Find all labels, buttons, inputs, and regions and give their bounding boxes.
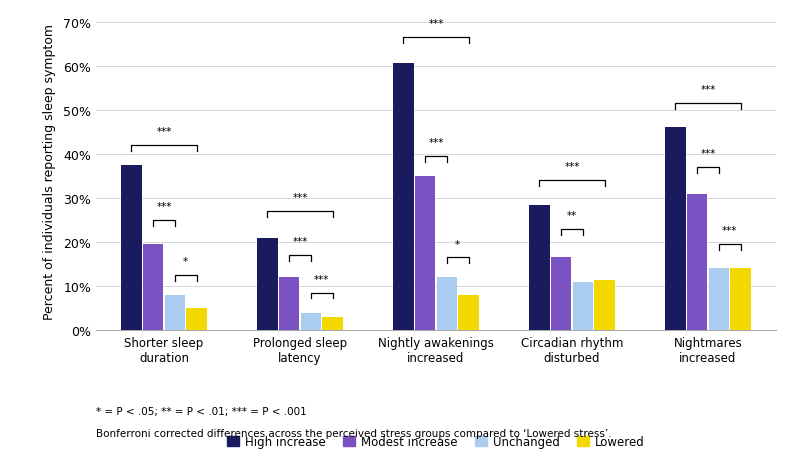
Bar — [730, 269, 751, 330]
Text: ***: *** — [700, 85, 716, 95]
Bar — [143, 245, 163, 330]
Bar — [165, 295, 185, 330]
Text: ***: *** — [292, 237, 308, 247]
Text: ***: *** — [428, 138, 444, 148]
Text: * = P < .05; ** = P < .01; *** = P < .001: * = P < .05; ** = P < .01; *** = P < .00… — [96, 406, 306, 416]
Bar — [551, 258, 571, 330]
Bar — [279, 278, 299, 330]
Bar — [529, 205, 550, 330]
Text: **: ** — [567, 211, 577, 220]
Bar — [665, 128, 686, 330]
Text: ***: *** — [700, 149, 716, 159]
Text: ***: *** — [428, 19, 444, 29]
Bar — [415, 177, 435, 330]
Bar — [458, 295, 479, 330]
Bar — [257, 238, 278, 330]
Text: ***: *** — [314, 274, 330, 284]
Text: ***: *** — [292, 193, 308, 203]
Bar — [573, 282, 593, 330]
Text: ***: *** — [156, 127, 172, 137]
Bar — [121, 166, 142, 330]
Bar — [709, 269, 729, 330]
Bar — [301, 313, 321, 330]
Y-axis label: Percent of individuals reporting sleep symptom: Percent of individuals reporting sleep s… — [43, 24, 56, 320]
Bar — [186, 308, 207, 330]
Bar — [687, 194, 707, 330]
Text: ***: *** — [564, 162, 580, 172]
Text: *: * — [183, 257, 188, 267]
Bar — [594, 280, 615, 330]
Bar — [393, 64, 414, 330]
Bar — [322, 317, 343, 330]
Text: *: * — [455, 239, 460, 249]
Text: Bonferroni corrected differences across the perceived stress groups compared to : Bonferroni corrected differences across … — [96, 428, 612, 438]
Bar — [437, 278, 457, 330]
Text: ***: *** — [722, 226, 738, 236]
Legend: High increase, Modest increase, Unchanged, Lowered: High increase, Modest increase, Unchange… — [223, 431, 649, 451]
Text: ***: *** — [156, 202, 172, 212]
